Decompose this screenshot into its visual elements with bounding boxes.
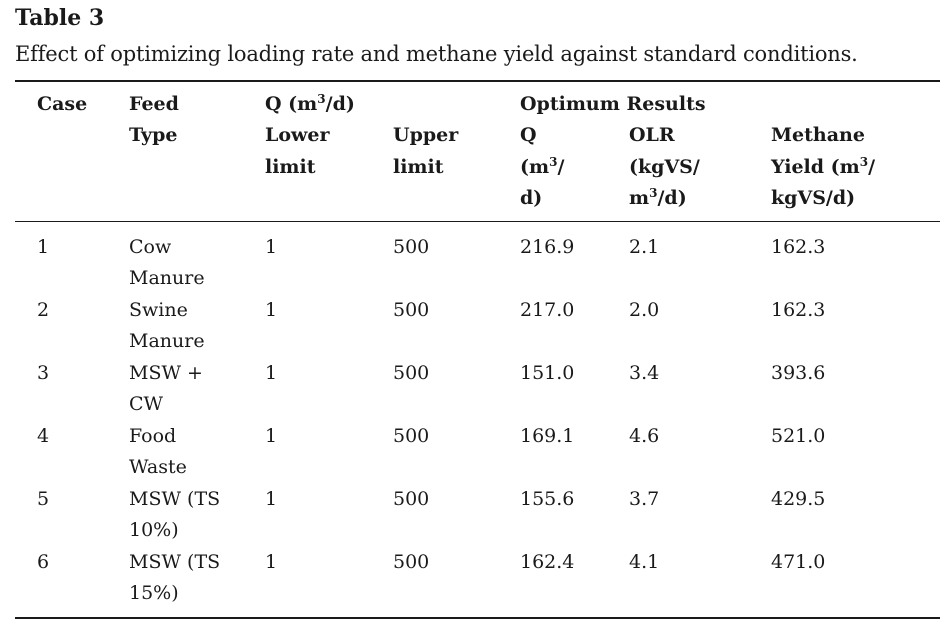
cell-feed-line1: MSW (TS bbox=[129, 551, 221, 573]
cell-case: 2 bbox=[37, 299, 50, 321]
cell-methane-yield: 162.3 bbox=[771, 299, 826, 321]
header-opt-q-line3: d) bbox=[520, 187, 543, 209]
cell-methane-yield: 471.0 bbox=[771, 551, 826, 573]
cell-olr: 3.7 bbox=[629, 488, 660, 510]
cell-opt-q: 216.9 bbox=[520, 236, 575, 258]
cell-upper-limit: 500 bbox=[393, 362, 430, 384]
cell-feed-line1: Food bbox=[129, 425, 177, 447]
header-olr-line2: (kgVS/ bbox=[629, 156, 700, 178]
cell-opt-q: 162.4 bbox=[520, 551, 575, 573]
cell-lower-limit: 1 bbox=[265, 236, 278, 258]
cell-upper-limit: 500 bbox=[393, 488, 430, 510]
header-methane-yield-line3: kgVS/d) bbox=[771, 187, 856, 209]
header-case: Case bbox=[37, 93, 88, 115]
cell-upper-limit: 500 bbox=[393, 299, 430, 321]
header-olr-line3: m3/d) bbox=[629, 186, 687, 209]
cell-opt-q: 151.0 bbox=[520, 362, 575, 384]
cell-feed-line2: Manure bbox=[129, 330, 205, 352]
cell-case: 5 bbox=[37, 488, 50, 510]
cell-case: 3 bbox=[37, 362, 50, 384]
header-upper-line1: Upper bbox=[393, 124, 459, 146]
cell-feed-line2: 10%) bbox=[129, 519, 179, 541]
cell-feed-line1: Cow bbox=[129, 236, 172, 258]
cell-methane-yield: 429.5 bbox=[771, 488, 826, 510]
cell-upper-limit: 500 bbox=[393, 425, 430, 447]
cell-feed-line2: 15%) bbox=[129, 582, 179, 604]
cell-opt-q: 155.6 bbox=[520, 488, 575, 510]
header-olr-line1: OLR bbox=[629, 124, 675, 146]
cell-lower-limit: 1 bbox=[265, 362, 278, 384]
header-opt-q-line2: (m3/ bbox=[520, 155, 565, 178]
cell-methane-yield: 521.0 bbox=[771, 425, 826, 447]
header-lower-line2: limit bbox=[265, 156, 316, 178]
cell-lower-limit: 1 bbox=[265, 425, 278, 447]
header-lower-line1: Lower bbox=[265, 124, 330, 146]
header-methane-yield-line1: Methane bbox=[771, 124, 865, 146]
cell-feed-line2: Waste bbox=[129, 456, 187, 478]
header-q-group: Q (m3/d) bbox=[265, 92, 355, 115]
header-rule bbox=[15, 221, 940, 222]
cell-case: 1 bbox=[37, 236, 50, 258]
cell-methane-yield: 162.3 bbox=[771, 236, 826, 258]
header-feed-type-line2: Type bbox=[129, 124, 178, 146]
cell-lower-limit: 1 bbox=[265, 488, 278, 510]
cell-olr: 2.1 bbox=[629, 236, 660, 258]
cell-case: 4 bbox=[37, 425, 50, 447]
cell-olr: 3.4 bbox=[629, 362, 660, 384]
cell-feed-line2: Manure bbox=[129, 267, 205, 289]
cell-olr: 4.1 bbox=[629, 551, 660, 573]
cell-lower-limit: 1 bbox=[265, 551, 278, 573]
header-opt-q-line1: Q bbox=[520, 124, 537, 146]
header-upper-line2: limit bbox=[393, 156, 444, 178]
cell-olr: 4.6 bbox=[629, 425, 660, 447]
cell-opt-q: 217.0 bbox=[520, 299, 575, 321]
cell-feed-line2: CW bbox=[129, 393, 164, 415]
cell-upper-limit: 500 bbox=[393, 236, 430, 258]
cell-feed-line1: Swine bbox=[129, 299, 188, 321]
table-caption: Effect of optimizing loading rate and me… bbox=[15, 42, 858, 66]
header-optimum-results: Optimum Results bbox=[520, 93, 706, 115]
cell-feed-line1: MSW + bbox=[129, 362, 203, 384]
cell-upper-limit: 500 bbox=[393, 551, 430, 573]
table-label: Table 3 bbox=[15, 5, 105, 31]
header-feed-type-line1: Feed bbox=[129, 93, 179, 115]
header-methane-yield-line2: Yield (m3/ bbox=[771, 155, 876, 178]
cell-feed-line1: MSW (TS bbox=[129, 488, 221, 510]
cell-lower-limit: 1 bbox=[265, 299, 278, 321]
cell-opt-q: 169.1 bbox=[520, 425, 575, 447]
cell-case: 6 bbox=[37, 551, 50, 573]
cell-methane-yield: 393.6 bbox=[771, 362, 826, 384]
top-rule bbox=[15, 80, 940, 82]
bottom-rule bbox=[15, 617, 940, 619]
cell-olr: 2.0 bbox=[629, 299, 660, 321]
